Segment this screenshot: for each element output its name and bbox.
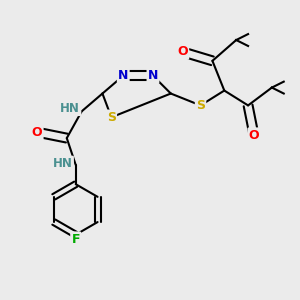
Text: O: O: [177, 45, 188, 58]
Text: HN: HN: [60, 102, 80, 115]
Text: S: S: [107, 111, 116, 124]
Text: F: F: [71, 233, 80, 246]
Text: S: S: [196, 99, 205, 112]
Text: N: N: [118, 69, 128, 82]
Text: O: O: [32, 126, 42, 139]
Text: O: O: [249, 129, 259, 142]
Text: N: N: [148, 69, 158, 82]
Text: HN: HN: [53, 157, 73, 170]
